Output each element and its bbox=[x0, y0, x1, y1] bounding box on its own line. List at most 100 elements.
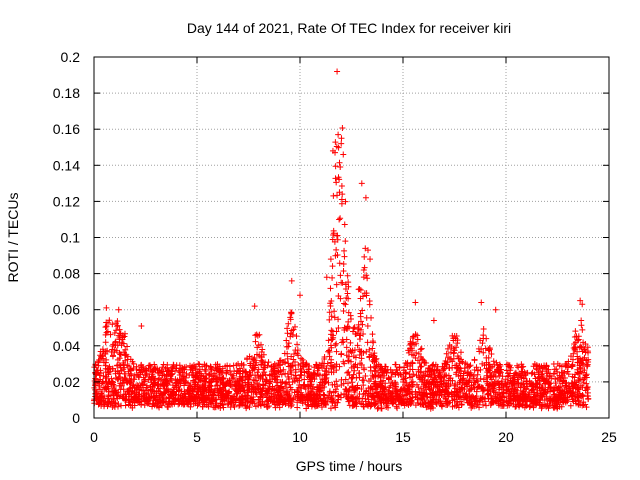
data-point bbox=[565, 388, 572, 395]
data-point bbox=[165, 387, 172, 394]
data-point bbox=[403, 379, 410, 386]
data-point bbox=[558, 392, 565, 399]
data-point bbox=[505, 386, 512, 393]
data-point bbox=[210, 375, 217, 382]
data-point bbox=[498, 396, 505, 403]
data-point bbox=[532, 375, 539, 382]
data-point bbox=[122, 346, 129, 353]
data-point bbox=[284, 355, 291, 362]
data-point bbox=[550, 386, 557, 393]
data-point bbox=[272, 404, 279, 411]
data-point bbox=[468, 384, 475, 391]
data-point bbox=[265, 359, 272, 366]
data-point bbox=[282, 401, 289, 408]
data-point bbox=[437, 400, 444, 407]
data-point bbox=[177, 378, 184, 385]
data-point bbox=[461, 386, 468, 393]
data-point bbox=[115, 375, 122, 382]
data-point bbox=[255, 366, 262, 373]
data-point bbox=[409, 394, 416, 401]
data-point bbox=[197, 372, 204, 379]
data-point bbox=[327, 285, 334, 292]
data-point bbox=[96, 372, 103, 379]
data-point bbox=[387, 382, 394, 389]
data-point bbox=[524, 369, 531, 376]
data-point bbox=[430, 361, 437, 368]
data-point bbox=[510, 384, 517, 391]
data-point bbox=[291, 375, 298, 382]
data-point bbox=[257, 394, 264, 401]
data-point bbox=[331, 308, 338, 315]
data-point bbox=[418, 369, 425, 376]
data-point bbox=[351, 324, 358, 331]
data-point bbox=[518, 381, 525, 388]
data-point bbox=[240, 361, 247, 368]
data-point bbox=[333, 246, 340, 253]
data-point bbox=[176, 369, 183, 376]
data-point bbox=[99, 379, 106, 386]
data-point bbox=[291, 350, 298, 357]
data-point bbox=[280, 358, 287, 365]
data-point bbox=[480, 349, 487, 356]
data-point bbox=[374, 398, 381, 405]
data-point bbox=[456, 360, 463, 367]
data-point bbox=[579, 326, 586, 333]
data-point bbox=[184, 387, 191, 394]
data-point bbox=[562, 390, 569, 397]
data-point bbox=[183, 374, 190, 381]
data-point bbox=[219, 368, 226, 375]
data-point bbox=[332, 139, 339, 146]
data-point bbox=[562, 380, 569, 387]
data-point bbox=[351, 387, 358, 394]
data-point bbox=[479, 401, 486, 408]
data-point bbox=[345, 318, 352, 325]
y-tick-label: 0.16 bbox=[53, 121, 80, 137]
data-point bbox=[417, 346, 424, 353]
data-point bbox=[299, 363, 306, 370]
data-point bbox=[314, 383, 321, 390]
data-point bbox=[156, 375, 163, 382]
data-point bbox=[487, 374, 494, 381]
data-point bbox=[141, 376, 148, 383]
data-point bbox=[244, 392, 251, 399]
data-point bbox=[359, 395, 366, 402]
data-point bbox=[202, 378, 209, 385]
data-point bbox=[286, 381, 293, 388]
data-point bbox=[345, 380, 352, 387]
data-point bbox=[199, 383, 206, 390]
data-point bbox=[214, 381, 221, 388]
data-point bbox=[393, 403, 400, 410]
data-point bbox=[138, 387, 145, 394]
data-point bbox=[259, 346, 266, 353]
data-point bbox=[269, 397, 276, 404]
data-point bbox=[498, 402, 505, 409]
data-point bbox=[342, 238, 349, 245]
data-point bbox=[377, 374, 384, 381]
data-point bbox=[490, 399, 497, 406]
data-point bbox=[215, 367, 222, 374]
data-point bbox=[375, 369, 382, 376]
data-point bbox=[538, 392, 545, 399]
data-point bbox=[538, 371, 545, 378]
data-point bbox=[407, 374, 414, 381]
data-point bbox=[281, 350, 288, 357]
data-point bbox=[575, 401, 582, 408]
data-point bbox=[364, 339, 371, 346]
data-point bbox=[403, 370, 410, 377]
data-point bbox=[351, 367, 358, 374]
data-point bbox=[145, 400, 152, 407]
data-point bbox=[556, 403, 563, 410]
data-point bbox=[538, 405, 545, 412]
data-point bbox=[364, 275, 371, 282]
data-point bbox=[228, 371, 235, 378]
data-point bbox=[383, 393, 390, 400]
data-point bbox=[149, 403, 156, 410]
data-point bbox=[510, 398, 517, 405]
data-point bbox=[479, 388, 486, 395]
data-point bbox=[124, 356, 131, 363]
data-point bbox=[405, 349, 412, 356]
data-point bbox=[578, 393, 585, 400]
data-point bbox=[329, 274, 336, 281]
data-point bbox=[123, 351, 130, 358]
data-point bbox=[347, 339, 354, 346]
